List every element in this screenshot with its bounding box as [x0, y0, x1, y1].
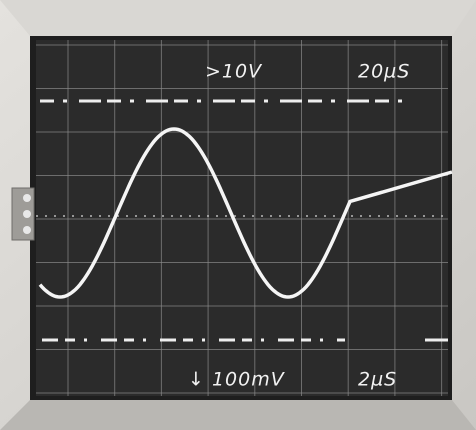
top-left-label: >10V [205, 61, 263, 83]
oscilloscope: >10V 20µS ↓ 100mV 2µS [0, 0, 476, 430]
bottom-right-label: 2µS [358, 369, 397, 391]
top-right-label: 20µS [358, 61, 410, 83]
bezel-top [0, 0, 476, 36]
bottom-left-label: ↓ 100mV [188, 369, 286, 391]
page: >10V 20µS ↓ 100mV 2µS (() => { const dat… [0, 0, 476, 430]
connectors [12, 188, 34, 240]
screen [36, 40, 448, 396]
bezel-bottom [0, 400, 476, 430]
